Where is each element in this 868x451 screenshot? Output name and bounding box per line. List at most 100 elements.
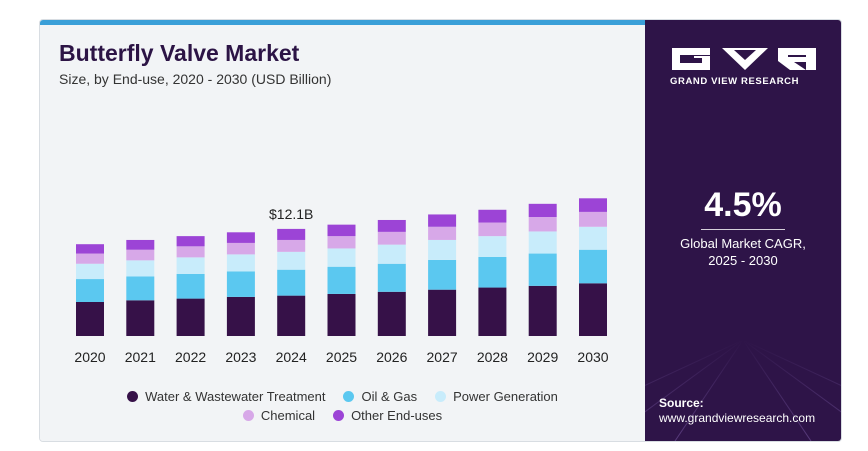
bar-segment-2030-power (579, 226, 607, 250)
cagr-divider (701, 229, 785, 230)
bar-segment-2029-water (528, 285, 557, 336)
bar-segment-2023-chemical (226, 242, 255, 255)
x-tick-label-2029: 2029 (527, 349, 558, 365)
bar-segment-2030-oil_gas (579, 249, 607, 284)
bar-segment-2023-water (226, 296, 255, 336)
bar-segment-2022-water (176, 298, 205, 336)
legend-item-oil-gas: Oil & Gas (343, 389, 417, 404)
bar-segment-2025-other (327, 224, 356, 237)
x-tick-label-2022: 2022 (175, 349, 206, 365)
x-tick-label-2021: 2021 (125, 349, 156, 365)
bar-segment-2025-oil_gas (327, 266, 356, 294)
bar-segment-2022-oil_gas (176, 273, 205, 299)
bar-segment-2028-oil_gas (478, 256, 507, 288)
bar-segment-2027-chemical (428, 226, 457, 240)
accent-bar (40, 20, 645, 25)
bar-segment-2030-water (579, 283, 607, 336)
bar-annotation-2024: $12.1B (269, 206, 313, 222)
x-tick-label-2028: 2028 (477, 349, 508, 365)
x-tick-label-2024: 2024 (276, 349, 307, 365)
bar-segment-2030-other (579, 198, 607, 212)
bar-segment-2029-oil_gas (528, 253, 557, 286)
bar-segment-2025-chemical (327, 236, 356, 249)
infographic-card: 2020 2021 2022 2023 2024 $12.1B 2025 2026 2027 20… (39, 19, 842, 442)
bar-segment-2027-power (428, 239, 457, 260)
legend-label-oil-gas: Oil & Gas (361, 389, 418, 404)
legend-item-water: Water & Wastewater Treatment (127, 389, 325, 404)
bar-segment-2029-other (528, 203, 557, 217)
bar-segment-2025-water (327, 293, 356, 336)
bar-segment-2030-chemical (579, 211, 607, 227)
chart-panel: 2020 2021 2022 2023 2024 $12.1B 2025 2026 2027 20… (40, 20, 645, 441)
x-tick-label-2026: 2026 (376, 349, 407, 365)
cagr-label-line-1: Global Market CAGR, (680, 236, 806, 251)
legend-dot-other (333, 410, 345, 421)
bar-segment-2022-other (176, 236, 205, 247)
cagr-label: Global Market CAGR, 2025 - 2030 (645, 235, 841, 269)
bar-segment-2024-power (277, 251, 306, 270)
bar-segment-2020-power (76, 263, 104, 280)
bar-segment-2020-chemical (76, 253, 104, 264)
legend-label-other: Other End-uses (351, 408, 443, 423)
brand-name: GRAND VIEW RESEARCH (670, 76, 800, 87)
legend-dot-water (127, 391, 139, 402)
legend-row-1: Water & Wastewater Treatment Oil & Gas P… (40, 389, 645, 404)
bar-segment-2020-water (76, 302, 104, 336)
bar-segment-2027-oil_gas (428, 259, 457, 290)
chart-title: Butterfly Valve Market (59, 40, 300, 66)
bar-segment-2028-other (478, 209, 507, 223)
bar-segment-2025-power (327, 248, 356, 267)
stacked-bar-chart: 2020 2021 2022 2023 2024 $12.1B 2025 2026 2027 20… (74, 198, 609, 365)
legend-item-other: Other End-uses (333, 408, 442, 423)
bar-segment-2024-other (277, 228, 306, 240)
bar-segment-2027-other (428, 214, 457, 227)
source-label: Source: (659, 396, 704, 410)
bar-segment-2021-power (126, 260, 155, 277)
info-panel: GRAND VIEW RESEARCH 4.5% Global Market C… (645, 20, 841, 441)
legend-label-power: Power Generation (453, 389, 558, 404)
bar-segment-2020-oil_gas (76, 279, 104, 302)
bar-segment-2021-other (126, 239, 155, 250)
bar-segment-2021-water (126, 300, 155, 336)
bar-segment-2028-chemical (478, 222, 507, 237)
bar-segment-2023-other (226, 232, 255, 243)
bar-segment-2024-oil_gas (277, 269, 306, 296)
bar-segment-2023-oil_gas (226, 271, 255, 297)
grand-view-research-logo-icon (672, 48, 816, 70)
x-tick-label-2023: 2023 (225, 349, 256, 365)
chart-subtitle: Size, by End-use, 2020 - 2030 (USD Billi… (59, 71, 332, 87)
bar-segment-2027-water (428, 289, 457, 336)
legend-label-water: Water & Wastewater Treatment (145, 389, 326, 404)
bar-segment-2024-water (277, 295, 306, 336)
bar-segment-2021-oil_gas (126, 276, 155, 301)
bar-segment-2026-other (377, 219, 406, 232)
bar-segment-2029-chemical (528, 217, 557, 232)
bar-segment-2029-power (528, 231, 557, 254)
bar-segment-2024-chemical (277, 239, 306, 252)
cagr-label-line-2: 2025 - 2030 (708, 253, 778, 268)
x-tick-label-2027: 2027 (427, 349, 458, 365)
bar-segment-2026-chemical (377, 231, 406, 245)
bar-segment-2026-oil_gas (377, 263, 406, 292)
bar-segment-2020-other (76, 244, 104, 254)
bar-segment-2026-water (377, 291, 406, 336)
legend-dot-oil-gas (343, 391, 355, 402)
legend-dot-power (435, 391, 447, 402)
legend-label-chemical: Chemical (260, 408, 316, 423)
legend-row-2: Chemical Other End-uses (40, 408, 645, 423)
x-tick-label-2025: 2025 (326, 349, 357, 365)
x-tick-label-2030: 2030 (577, 349, 608, 365)
bar-segment-2023-power (226, 254, 255, 272)
bar-segment-2026-power (377, 244, 406, 264)
x-tick-label-2020: 2020 (74, 349, 105, 365)
bar-segment-2022-chemical (176, 246, 205, 258)
source-link[interactable]: www.grandviewresearch.com (659, 411, 816, 425)
bar-segment-2028-water (478, 287, 507, 336)
bar-segment-2028-power (478, 236, 507, 257)
bar-segment-2022-power (176, 257, 205, 274)
bar-segment-2021-chemical (126, 249, 155, 261)
legend-item-chemical: Chemical (242, 408, 316, 423)
cagr-value: 4.5% (704, 186, 782, 224)
legend-item-power: Power Generation (435, 389, 558, 404)
legend-dot-chemical (242, 410, 254, 421)
